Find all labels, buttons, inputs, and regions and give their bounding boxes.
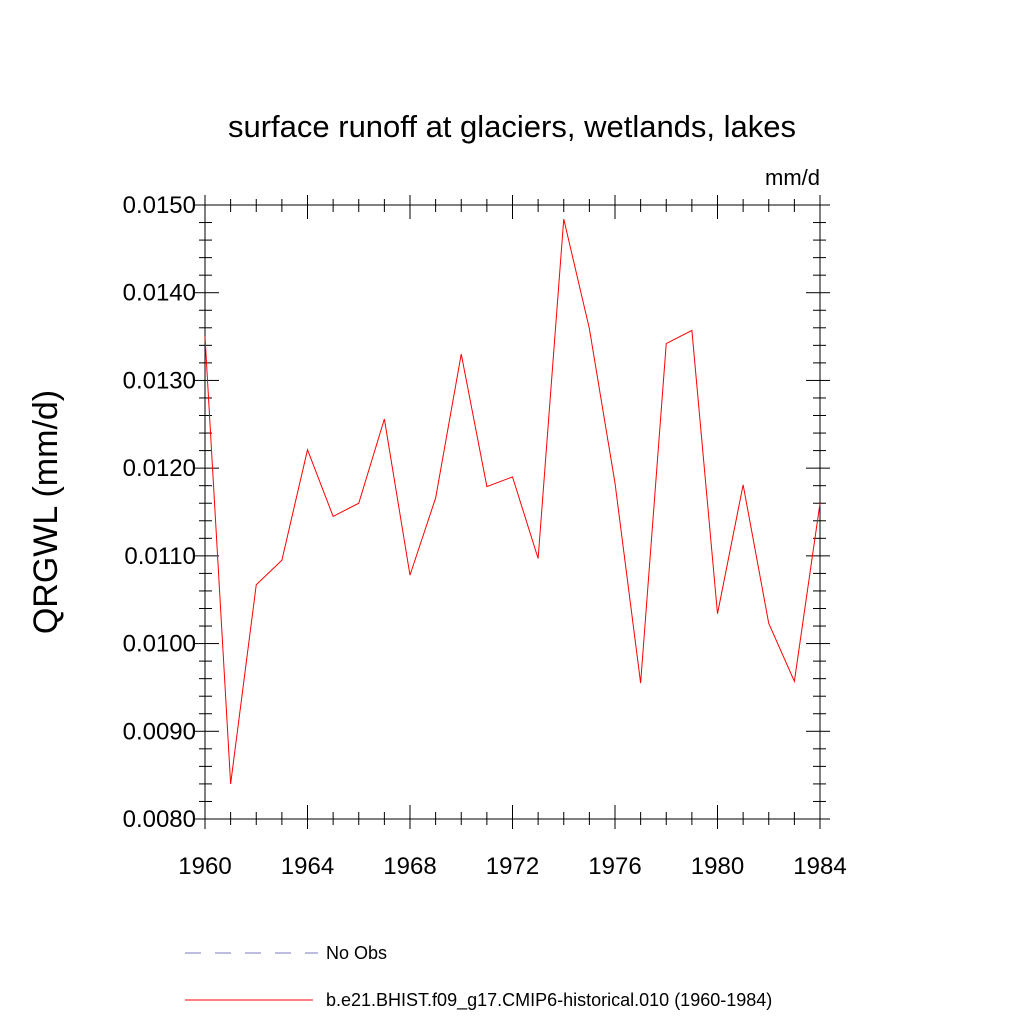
plot-frame bbox=[204, 204, 821, 820]
chart-title: surface runoff at glaciers, wetlands, la… bbox=[228, 109, 796, 144]
data-point bbox=[204, 336, 205, 337]
legend-no-obs-label: No Obs bbox=[326, 943, 387, 963]
y-tick-label: 0.0130 bbox=[123, 367, 196, 394]
data-point bbox=[589, 328, 590, 329]
data-point bbox=[435, 497, 436, 498]
series-line-0 bbox=[204, 218, 821, 784]
data-point bbox=[640, 682, 641, 683]
x-tick-label: 1980 bbox=[691, 853, 744, 880]
data-point bbox=[819, 503, 820, 504]
legend: No Obs b.e21.BHIST.f09_g17.CMIP6-histori… bbox=[185, 943, 772, 1011]
data-point bbox=[486, 486, 487, 487]
data-point bbox=[691, 330, 692, 331]
y-tick-label: 0.0120 bbox=[123, 455, 196, 482]
data-point bbox=[409, 575, 410, 576]
axis-ticks bbox=[195, 195, 830, 829]
y-tick-labels: 0.0080 0.0090 0.0100 0.0110 0.0120 0.0130 0.01… bbox=[123, 192, 196, 833]
data-point bbox=[614, 482, 615, 483]
data-point bbox=[768, 623, 769, 624]
units-label: mm/d bbox=[765, 165, 820, 190]
data-point bbox=[384, 418, 385, 419]
x-tick-label: 1976 bbox=[588, 853, 641, 880]
y-tick-label: 0.0080 bbox=[123, 806, 196, 833]
y-tick-label: 0.0100 bbox=[123, 631, 196, 658]
data-point bbox=[512, 476, 513, 477]
data-point bbox=[666, 343, 667, 344]
legend-model-label: b.e21.BHIST.f09_g17.CMIP6-historical.010… bbox=[326, 990, 772, 1011]
data-point bbox=[307, 449, 308, 450]
x-tick-label: 1960 bbox=[178, 853, 231, 880]
data-point bbox=[743, 484, 744, 485]
x-tick-label: 1984 bbox=[793, 853, 846, 880]
data-point bbox=[358, 503, 359, 504]
x-tick-label: 1968 bbox=[383, 853, 436, 880]
series-group bbox=[204, 218, 821, 784]
y-axis-label: QRGWL (mm/d) bbox=[27, 390, 65, 634]
data-point bbox=[794, 681, 795, 682]
data-point bbox=[230, 783, 231, 784]
y-tick-label: 0.0150 bbox=[123, 192, 196, 219]
x-tick-label: 1972 bbox=[486, 853, 539, 880]
data-point bbox=[256, 584, 257, 585]
y-tick-label: 0.0110 bbox=[124, 543, 196, 570]
data-point bbox=[333, 516, 334, 517]
y-tick-label: 0.0140 bbox=[123, 280, 196, 307]
data-point bbox=[538, 558, 539, 559]
data-point bbox=[281, 560, 282, 561]
data-point bbox=[563, 218, 564, 219]
x-tick-label: 1964 bbox=[281, 853, 334, 880]
y-tick-label: 0.0090 bbox=[123, 718, 196, 745]
x-tick-labels: 1960 1964 1968 1972 1976 1980 1984 bbox=[178, 853, 846, 880]
data-point bbox=[717, 613, 718, 614]
data-point bbox=[461, 354, 462, 355]
